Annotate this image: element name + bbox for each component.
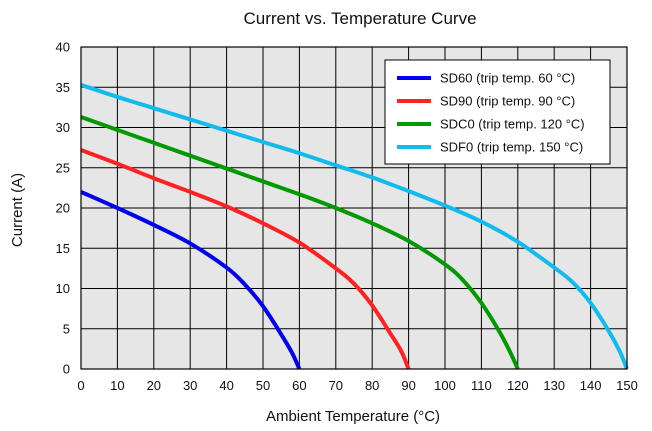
x-tick-label: 70 — [329, 378, 343, 393]
y-tick-label: 10 — [56, 281, 70, 296]
series-line-1 — [80, 190, 302, 370]
legend-entry: SDC0 (trip temp. 120 °C) — [440, 117, 585, 132]
y-tick-label: 40 — [56, 40, 70, 55]
series-line-2 — [80, 148, 411, 370]
y-axis-label: Current (A) — [9, 173, 26, 247]
y-tick-label: 5 — [63, 321, 70, 336]
x-tick-label: 10 — [110, 378, 124, 393]
x-tick-label: 80 — [365, 378, 379, 393]
legend-entry: SD60 (trip temp. 60 °C) — [440, 71, 575, 86]
y-tick-label: 35 — [56, 80, 70, 95]
legend-entry: SDF0 (trip temp. 150 °C) — [440, 140, 583, 155]
x-tick-label: 150 — [616, 378, 638, 393]
x-tick-label: 40 — [219, 378, 233, 393]
y-tick-label: 30 — [56, 120, 70, 135]
plot-frame — [80, 46, 628, 370]
legend: SD60 (trip temp. 60 °C) SD90 (trip temp. … — [384, 59, 611, 165]
series-layer — [80, 82, 629, 370]
chart-title: Current vs. Temperature Curve — [243, 9, 476, 28]
grid-lines — [80, 46, 628, 370]
x-tick-label: 120 — [507, 378, 529, 393]
x-tick-label: 60 — [292, 378, 306, 393]
series-line-3 — [80, 115, 520, 370]
x-tick-label: 90 — [401, 378, 415, 393]
x-tick-label: 110 — [471, 378, 492, 393]
x-tick-label: 130 — [543, 378, 565, 393]
x-tick-label: 0 — [77, 378, 84, 393]
series-line-4 — [80, 82, 629, 370]
x-tick-label: 100 — [434, 378, 456, 393]
x-tick-label: 50 — [256, 378, 270, 393]
y-axis-ticks: 0 5 10 15 20 25 30 35 40 — [56, 40, 70, 377]
y-tick-label: 15 — [56, 241, 70, 256]
x-tick-label: 30 — [183, 378, 197, 393]
x-tick-label: 140 — [580, 378, 602, 393]
y-tick-label: 25 — [56, 160, 70, 175]
x-axis-ticks: 0 10 20 30 40 50 60 70 80 90 100 110 120 130 140 150 — [77, 378, 637, 393]
y-tick-label: 0 — [63, 362, 70, 377]
x-axis-label: Ambient Temperature (°C) — [266, 408, 440, 425]
legend-entry: SD90 (trip temp. 90 °C) — [440, 94, 575, 109]
x-tick-label: 20 — [147, 378, 161, 393]
y-tick-label: 20 — [56, 201, 70, 216]
